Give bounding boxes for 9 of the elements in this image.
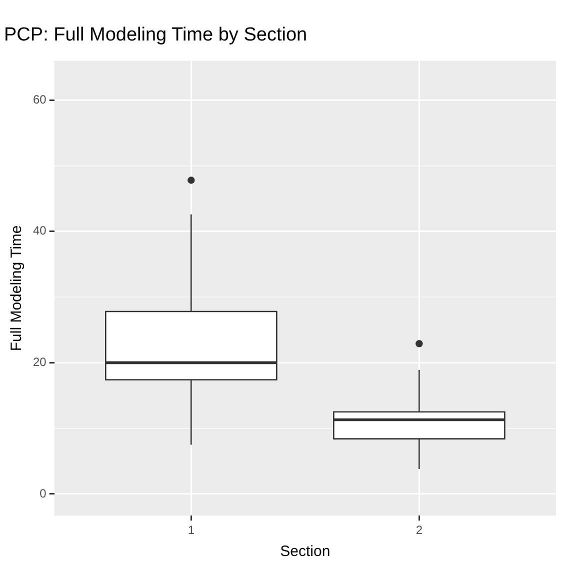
y-axis-title: Full Modeling Time	[8, 225, 26, 352]
y-tick-label: 0	[40, 486, 47, 500]
chart-title: PCP: Full Modeling Time by Section	[4, 24, 308, 46]
y-tick-label: 60	[32, 92, 47, 106]
x-tick-label: 1	[188, 523, 195, 538]
y-tick-label: 40	[32, 224, 47, 238]
x-axis-title: Section	[280, 543, 330, 560]
x-tick-label: 2	[416, 523, 423, 538]
y-tick-label: 20	[32, 355, 47, 369]
